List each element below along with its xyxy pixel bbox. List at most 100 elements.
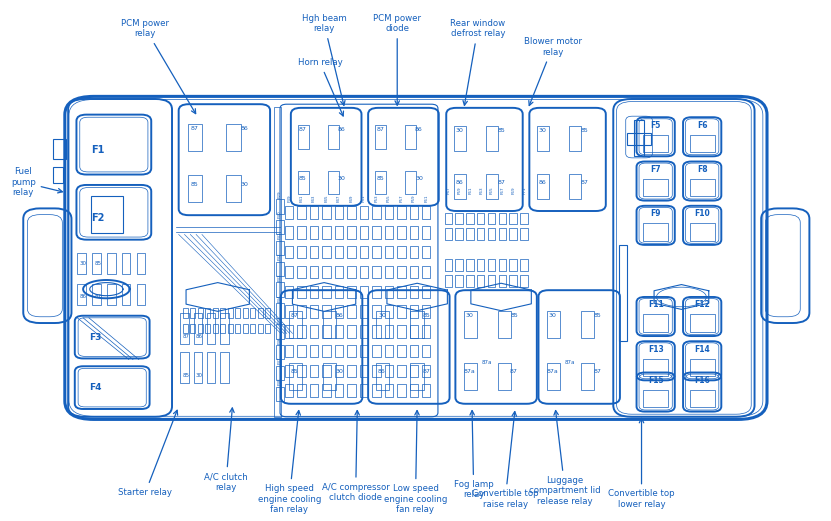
Bar	[276, 241, 284, 255]
Text: 30: 30	[80, 260, 86, 266]
Text: Rear window
defrost relay: Rear window defrost relay	[450, 19, 505, 105]
Text: 30: 30	[415, 176, 423, 181]
Bar	[297, 345, 306, 357]
Bar	[455, 213, 463, 224]
Text: Convertible top
lower relay: Convertible top lower relay	[608, 418, 675, 509]
Bar	[520, 259, 528, 271]
Bar	[285, 206, 293, 219]
Text: F59: F59	[412, 194, 416, 202]
Bar	[297, 246, 306, 258]
Bar	[243, 324, 248, 333]
Bar	[385, 226, 393, 239]
Bar	[690, 179, 715, 196]
Bar	[310, 286, 318, 298]
Text: F8: F8	[697, 165, 707, 174]
Text: 85: 85	[291, 369, 298, 375]
Text: F2: F2	[91, 213, 105, 223]
Bar	[445, 213, 452, 224]
Text: F67: F67	[501, 187, 504, 194]
Bar	[335, 325, 343, 338]
Bar	[422, 246, 430, 258]
Text: F35: F35	[278, 315, 282, 322]
Bar	[194, 313, 202, 344]
Text: 85: 85	[190, 182, 198, 187]
Bar	[488, 228, 495, 240]
Bar	[347, 206, 356, 219]
Text: F37: F37	[278, 357, 282, 364]
Bar	[486, 127, 499, 151]
Bar	[405, 126, 416, 149]
Bar	[258, 324, 263, 333]
Bar	[310, 226, 318, 239]
Bar	[455, 228, 463, 240]
Bar	[455, 259, 463, 271]
Bar	[310, 246, 318, 258]
Bar	[690, 314, 715, 332]
Bar	[445, 259, 452, 271]
Bar	[347, 266, 356, 278]
Bar	[347, 226, 356, 239]
Bar	[285, 305, 293, 318]
Text: F5: F5	[651, 120, 661, 130]
Text: Low speed
engine cooling
fan relay: Low speed engine cooling fan relay	[384, 411, 447, 514]
Bar	[335, 305, 343, 318]
Text: 30: 30	[336, 369, 343, 375]
Bar	[250, 324, 255, 333]
Bar	[690, 358, 715, 376]
Bar	[276, 303, 284, 318]
Bar	[310, 305, 318, 318]
Bar	[335, 206, 343, 219]
Bar	[322, 246, 331, 258]
Bar	[285, 325, 293, 338]
Bar	[547, 311, 559, 338]
Text: 87a: 87a	[482, 359, 492, 365]
Text: F7: F7	[651, 165, 661, 174]
Text: Hgh beam
relay: Hgh beam relay	[302, 14, 347, 105]
Text: Fog lamp
relay: Fog lamp relay	[454, 411, 494, 500]
Bar	[411, 363, 424, 390]
Bar	[422, 286, 430, 298]
Bar	[376, 363, 389, 390]
Text: 85: 85	[95, 260, 101, 266]
Text: F59: F59	[458, 187, 461, 194]
Bar	[188, 124, 203, 151]
Bar	[372, 325, 381, 338]
Text: F69: F69	[512, 187, 515, 194]
Bar	[285, 226, 293, 239]
Text: F34: F34	[278, 294, 282, 302]
Bar	[285, 345, 293, 357]
Bar	[690, 223, 715, 241]
Bar	[385, 384, 393, 397]
Text: F1: F1	[91, 145, 105, 155]
Bar	[466, 213, 474, 224]
Bar	[385, 365, 393, 377]
Bar	[410, 206, 418, 219]
Bar	[207, 352, 215, 383]
Bar	[385, 345, 393, 357]
Bar	[323, 363, 337, 390]
Bar	[360, 384, 368, 397]
Bar	[360, 246, 368, 258]
Bar	[498, 311, 511, 338]
Text: 30: 30	[337, 176, 346, 181]
Bar	[410, 384, 418, 397]
Bar	[285, 266, 293, 278]
Bar	[265, 324, 270, 333]
Bar	[619, 245, 627, 341]
Bar	[547, 363, 559, 390]
Bar	[322, 286, 331, 298]
Bar	[372, 345, 381, 357]
Text: F10: F10	[695, 209, 710, 218]
Text: F65: F65	[490, 187, 494, 194]
Bar	[509, 275, 517, 287]
Text: 87: 87	[291, 313, 298, 318]
Bar	[455, 275, 463, 287]
Bar	[322, 305, 331, 318]
Bar	[643, 390, 668, 407]
Text: 30: 30	[455, 128, 463, 133]
Bar	[213, 324, 218, 333]
Bar	[537, 174, 549, 199]
Bar	[91, 196, 123, 233]
Bar	[92, 284, 101, 305]
Text: F51: F51	[362, 194, 366, 202]
